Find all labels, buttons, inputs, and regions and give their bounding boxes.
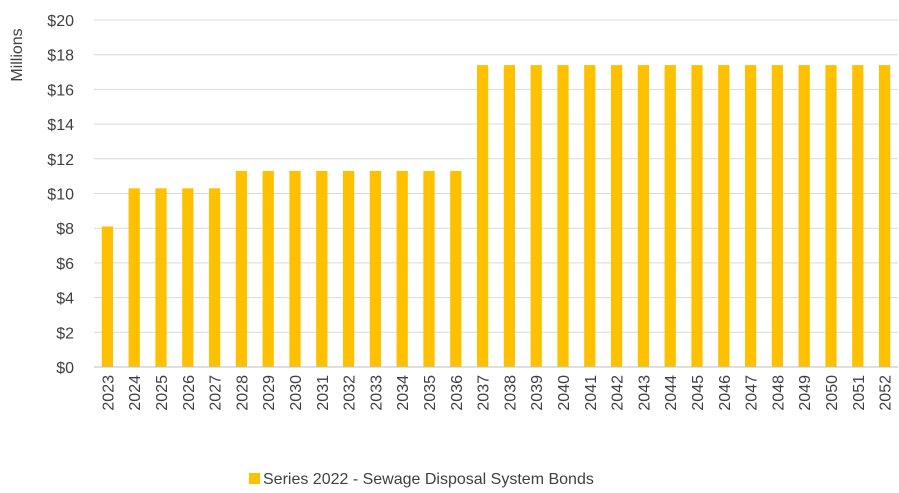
x-tick-label: 2029 bbox=[261, 375, 278, 411]
bar-2042 bbox=[610, 65, 623, 368]
x-tick-label: 2040 bbox=[556, 375, 573, 411]
x-tick-label: 2031 bbox=[315, 375, 332, 411]
bar-2023 bbox=[101, 226, 114, 367]
bar-2040 bbox=[557, 65, 569, 368]
bar-2026 bbox=[182, 188, 194, 367]
bar-2024 bbox=[128, 188, 140, 367]
bar-2038 bbox=[503, 65, 516, 368]
bar-2033 bbox=[369, 170, 382, 367]
y-tick-label: $2 bbox=[56, 325, 74, 342]
y-tick-label: $0 bbox=[56, 360, 74, 377]
bar-2043 bbox=[637, 65, 650, 368]
legend-label: Series 2022 - Sewage Disposal System Bon… bbox=[263, 471, 594, 488]
bar-2036 bbox=[450, 170, 462, 367]
y-tick-label: $14 bbox=[47, 117, 74, 134]
bar-2030 bbox=[289, 170, 301, 367]
x-tick-label: 2032 bbox=[342, 375, 359, 411]
bar-2035 bbox=[423, 170, 435, 367]
x-tick-label: 2038 bbox=[502, 375, 519, 411]
x-tick-label: 2044 bbox=[663, 375, 680, 411]
x-tick-label: 2042 bbox=[610, 375, 627, 411]
bars bbox=[101, 65, 891, 368]
x-tick-label: 2028 bbox=[234, 375, 251, 411]
x-tick-label: 2041 bbox=[583, 375, 600, 411]
bar-2044 bbox=[664, 65, 676, 368]
bar-2031 bbox=[316, 170, 328, 367]
bar-2047 bbox=[744, 65, 757, 368]
y-tick-label: $12 bbox=[47, 152, 74, 169]
x-tick-labels: 2023 2024 2025 2026 2027 2028 2029 2030 2031 2032… bbox=[100, 375, 894, 411]
bar-2039 bbox=[530, 65, 542, 368]
y-tick-labels: $0 $2 $4 $6 $8 $10 $12 $14 $16 $18 $20 bbox=[47, 13, 74, 377]
bar-2025 bbox=[155, 188, 167, 367]
y-tick-label: $6 bbox=[56, 256, 74, 273]
x-tick-label: 2037 bbox=[476, 375, 493, 411]
x-tick-label: 2039 bbox=[529, 375, 546, 411]
x-tick-label: 2023 bbox=[100, 375, 117, 411]
bar-2041 bbox=[584, 65, 596, 368]
bar-2037 bbox=[476, 65, 489, 368]
x-tick-label: 2024 bbox=[127, 375, 144, 411]
x-tick-label: 2026 bbox=[181, 375, 198, 411]
x-tick-label: 2036 bbox=[449, 375, 466, 411]
x-tick-label: 2025 bbox=[154, 375, 171, 411]
x-tick-label: 2051 bbox=[851, 375, 868, 411]
x-tick-label: 2048 bbox=[770, 375, 787, 411]
bar-2045 bbox=[691, 65, 703, 368]
x-tick-label: 2033 bbox=[368, 375, 385, 411]
gridlines bbox=[94, 19, 898, 333]
bar-2046 bbox=[718, 65, 730, 368]
x-tick-label: 2047 bbox=[744, 375, 761, 411]
bar-2029 bbox=[262, 170, 274, 367]
y-tick-label: $16 bbox=[47, 82, 74, 99]
bar-2027 bbox=[208, 188, 221, 367]
y-tick-label: $10 bbox=[47, 187, 74, 204]
bar-2032 bbox=[342, 170, 355, 367]
y-tick-label: $18 bbox=[47, 48, 74, 65]
x-tick-label: 2034 bbox=[395, 375, 412, 411]
bar-2051 bbox=[852, 65, 864, 368]
y-axis-title: Millions bbox=[9, 28, 26, 81]
x-tick-label: 2043 bbox=[636, 375, 653, 411]
bar-2049 bbox=[798, 65, 810, 368]
bar-2048 bbox=[771, 65, 784, 368]
x-tick-label: 2027 bbox=[208, 375, 225, 411]
x-tick-label: 2030 bbox=[288, 375, 305, 411]
x-tick-label: 2046 bbox=[717, 375, 734, 411]
bar-2028 bbox=[235, 170, 248, 367]
x-tick-label: 2050 bbox=[824, 375, 841, 411]
bar-2034 bbox=[396, 170, 408, 367]
legend: Series 2022 - Sewage Disposal System Bon… bbox=[249, 471, 594, 488]
legend-swatch bbox=[249, 473, 260, 484]
y-tick-label: $8 bbox=[56, 221, 74, 238]
x-tick-label: 2045 bbox=[690, 375, 707, 411]
x-tick-label: 2035 bbox=[422, 375, 439, 411]
bar-2052 bbox=[878, 65, 891, 368]
y-tick-label: $20 bbox=[47, 13, 74, 30]
x-tick-label: 2049 bbox=[797, 375, 814, 411]
x-tick-label: 2052 bbox=[878, 375, 895, 411]
bar-2050 bbox=[825, 65, 837, 368]
y-tick-label: $4 bbox=[56, 291, 74, 308]
